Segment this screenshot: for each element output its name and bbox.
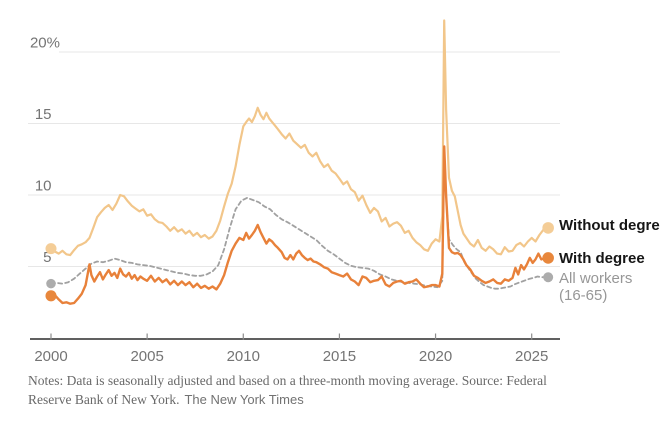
byline-credit: The New York Times [184, 391, 304, 407]
series-line-with-degree [49, 145, 547, 305]
x-axis-label: 2005 [130, 348, 163, 365]
x-axis-label: 2000 [34, 348, 67, 365]
series-end-dot-without-degree [542, 222, 554, 234]
y-axis-label: 5 [43, 249, 51, 266]
series-start-dot-without-degree [45, 243, 57, 255]
legend-label-without-degree: Without degree [559, 217, 660, 234]
x-axis-label: 2010 [227, 348, 260, 365]
series-start-dot-all-workers [46, 278, 56, 289]
y-axis-label: 10 [35, 178, 52, 195]
legend-label-all-workers-line1: All workers [559, 270, 633, 287]
series-end-dot-with-degree [542, 252, 554, 264]
y-axis-label: 20% [30, 35, 60, 52]
series-line-all-workers [50, 148, 547, 290]
notes-text: Notes: Data is seasonally adjusted and b… [28, 373, 547, 407]
y-axis-label: 15 [35, 106, 52, 123]
x-axis-label: 2020 [419, 348, 452, 365]
series-end-dot-all-workers [543, 272, 554, 283]
legend-label-all-workers-line2: (16-65) [559, 287, 608, 304]
footer-notes: Notes: Data is seasonally adjusted and b… [28, 372, 588, 409]
legend-label-with-degree: With degree [559, 250, 645, 267]
series-start-dot-with-degree [45, 290, 57, 302]
legend-label-all-workers: All workers (16-65) [559, 270, 632, 304]
x-axis-label: 2025 [515, 348, 548, 365]
x-axis-label: 2015 [323, 348, 356, 365]
series-line-without-degree [49, 19, 547, 257]
